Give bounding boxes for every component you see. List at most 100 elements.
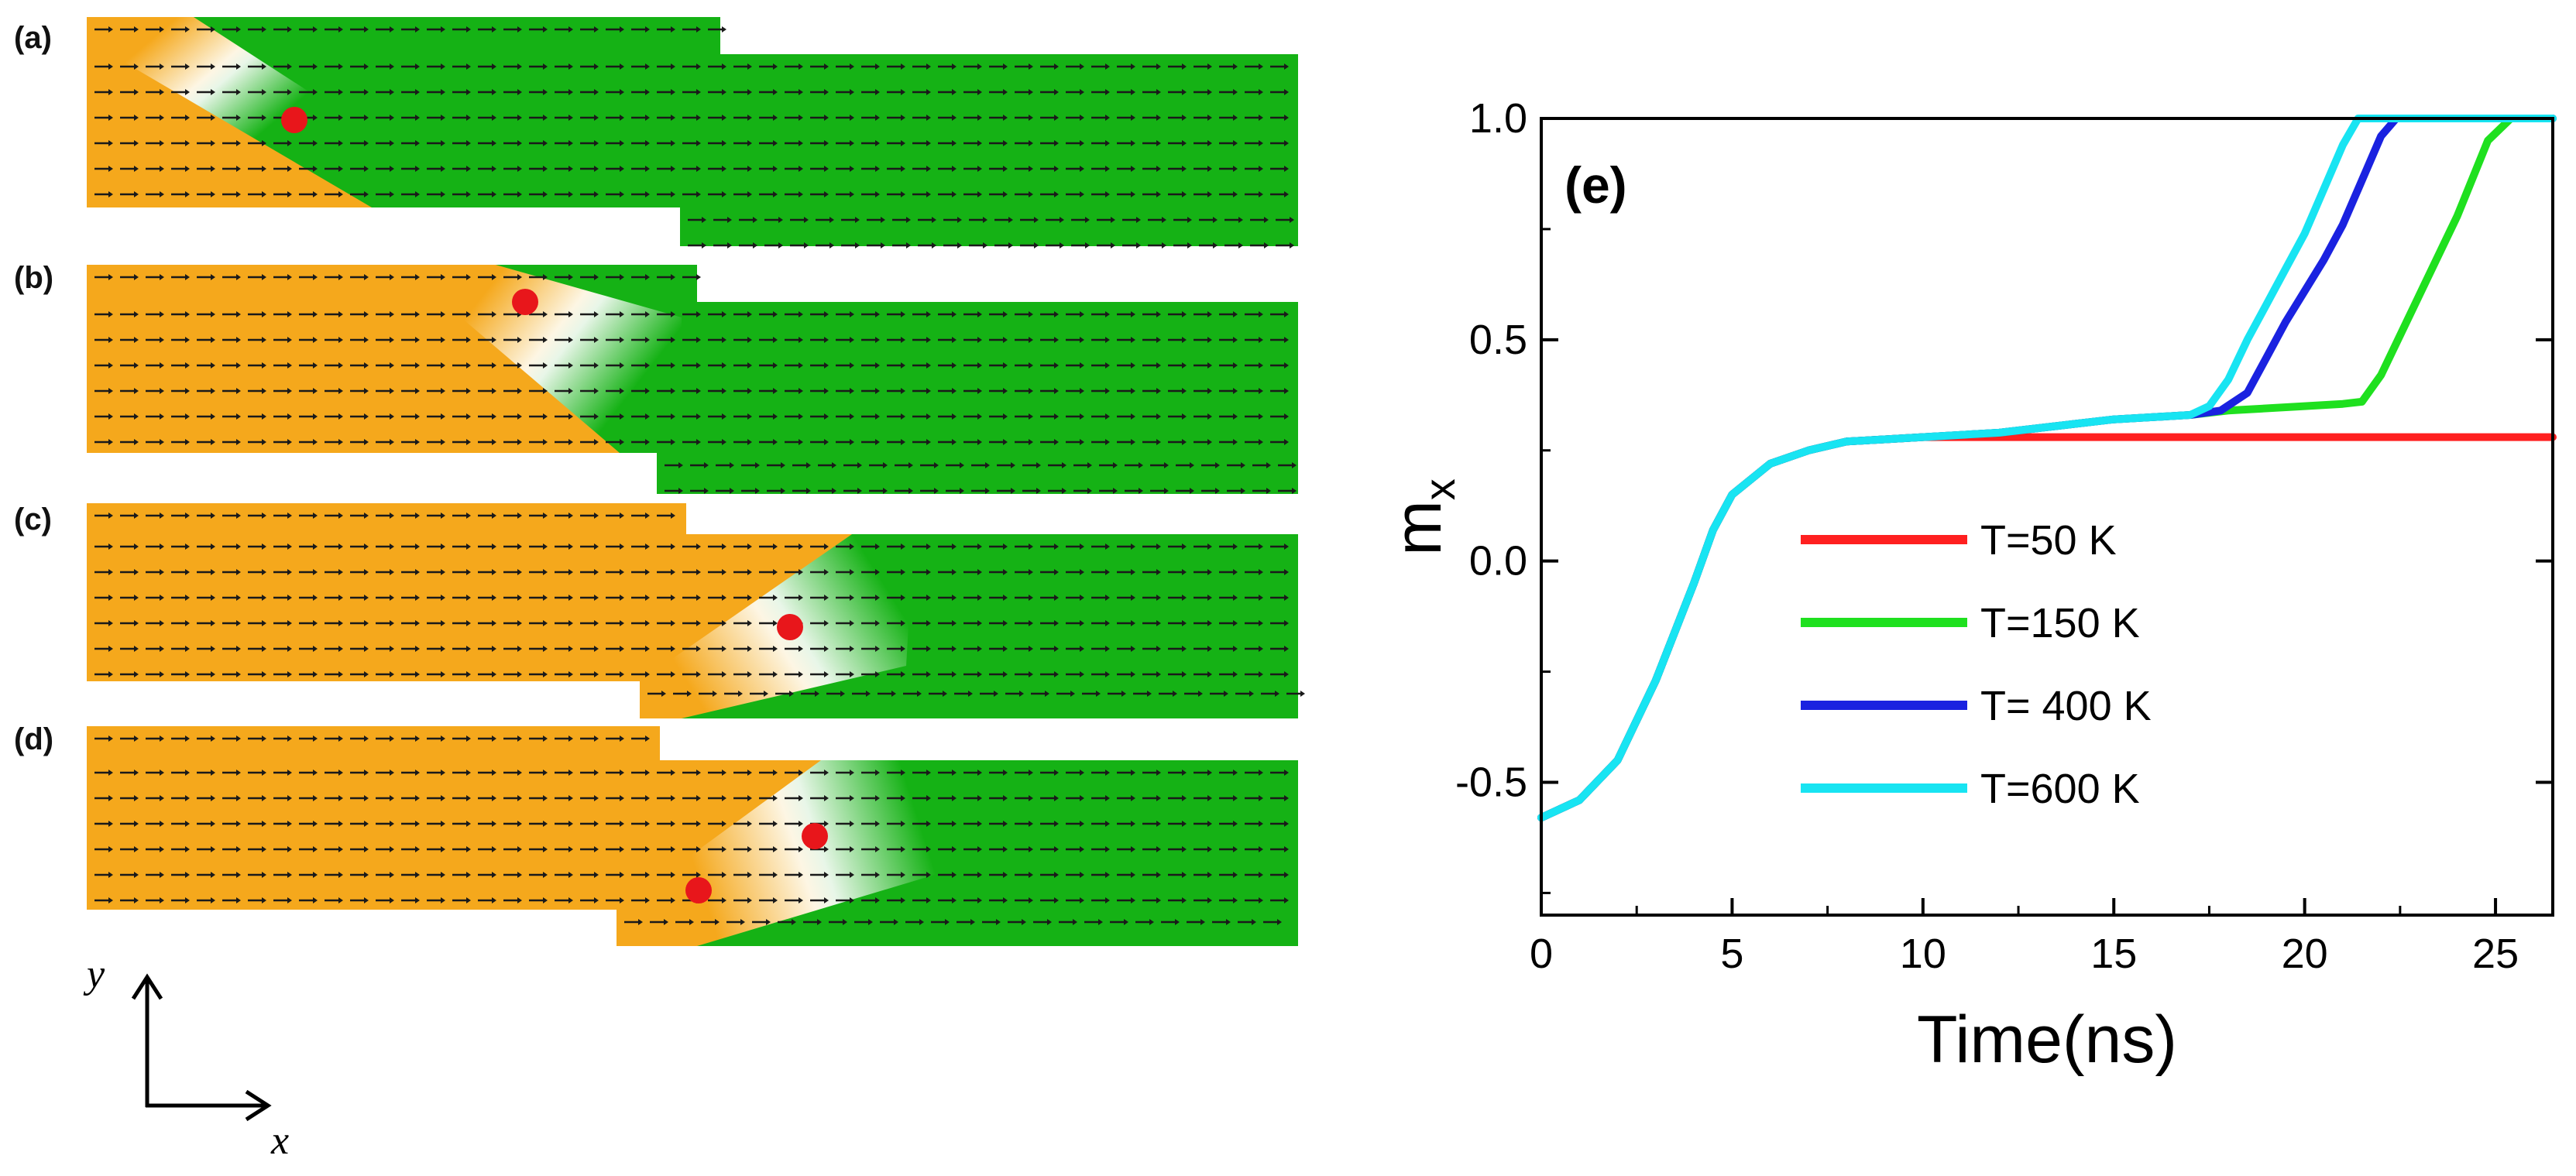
spin-arrow-head (977, 388, 982, 394)
spin-arrow-head (338, 821, 343, 827)
spin-arrow-head (1284, 63, 1289, 70)
spin-arrow-head (664, 919, 668, 925)
spin-arrow-head (160, 413, 164, 420)
spin-arrow-head (1300, 691, 1305, 697)
spin-arrow-head (1207, 671, 1212, 677)
spin-arrow-head (824, 362, 829, 369)
spin-arrow-head (1284, 191, 1289, 197)
spin-arrow-head (773, 646, 778, 652)
panel-b-label: (b) (14, 261, 53, 295)
skyrmion-marker (512, 289, 538, 315)
spin-arrow-head (287, 595, 292, 601)
spin-arrow-head (134, 872, 139, 878)
spin-arrow-head (262, 63, 266, 70)
spin-arrow-head (1215, 488, 1220, 494)
spin-arrow-head (1284, 821, 1289, 827)
spin-arrow-head (1085, 217, 1090, 223)
spin-arrow-head (415, 846, 420, 852)
spin-arrow-head (1207, 89, 1212, 95)
spin-arrow-head (262, 26, 266, 33)
spin-arrow-head (1029, 821, 1033, 827)
spin-arrow-head (1284, 362, 1289, 369)
spin-arrow-head (645, 595, 650, 601)
spin-arrow-head (1003, 311, 1008, 317)
spin-arrow-head (517, 595, 522, 601)
spin-arrow-head (1233, 872, 1238, 878)
spin-arrow-head (824, 439, 829, 445)
spin-arrow-head (799, 439, 803, 445)
spin-arrow-head (262, 770, 266, 776)
spin-arrow-head (1233, 337, 1238, 343)
spin-arrow-head (568, 274, 573, 280)
spin-arrow-head (364, 439, 369, 445)
spin-arrow-head (866, 691, 871, 697)
spin-arrow-head (1156, 770, 1161, 776)
spin-arrow-head (850, 595, 854, 601)
spin-arrow-head (492, 795, 496, 801)
spin-arrow-head (977, 671, 982, 677)
spin-arrow-head (850, 362, 854, 369)
spin-arrow-head (1156, 140, 1161, 146)
spin-arrow-head (645, 439, 650, 445)
spin-arrow-head (1136, 242, 1141, 249)
spin-arrow-head (338, 770, 343, 776)
spin-arrow-head (1259, 413, 1263, 420)
spin-arrow-head (466, 115, 471, 121)
spin-arrow-head (857, 488, 862, 494)
spin-arrow-head (594, 795, 599, 801)
spin-arrow-head (722, 166, 726, 172)
spin-arrow-head (1080, 846, 1084, 852)
spin-arrow-head (926, 413, 931, 420)
spin-arrow-head (185, 413, 190, 420)
spin-arrow-head (594, 513, 599, 519)
spin-arrow-head (773, 362, 778, 369)
spin-arrow-head (134, 89, 139, 95)
spin-arrow-head (881, 242, 885, 249)
spin-arrow-head (722, 191, 726, 197)
panel-a-green-region (163, 17, 1298, 246)
spin-arrow-head (773, 166, 778, 172)
spin-arrow-head (1019, 691, 1024, 697)
spin-arrow-head (594, 439, 599, 445)
spin-arrow-head (952, 89, 957, 95)
spin-arrow-head (713, 691, 717, 697)
spin-arrow-head (645, 274, 650, 280)
spin-arrow-head (824, 646, 829, 652)
spin-arrow-head (1054, 671, 1059, 677)
spin-arrow-head (160, 821, 164, 827)
spin-arrow-head (1207, 413, 1212, 420)
panel-c-orange-region (87, 503, 883, 681)
spin-arrow-head (932, 217, 936, 223)
spin-arrow-head (517, 140, 522, 146)
spin-arrow-head (952, 413, 957, 420)
spin-arrow-head (620, 166, 624, 172)
spin-arrow-head (1233, 140, 1238, 146)
spin-arrow-head (466, 413, 471, 420)
spin-arrow-head (1008, 242, 1013, 249)
spin-arrow-head (952, 770, 957, 776)
spin-arrow-head (364, 26, 369, 33)
spin-arrow-head (817, 919, 822, 925)
spin-arrow-head (1105, 770, 1110, 776)
spin-arrow-head (185, 735, 190, 742)
spin-arrow-head (926, 770, 931, 776)
spin-arrow-head (517, 274, 522, 280)
spin-arrow-head (901, 140, 905, 146)
spin-arrow-head (364, 897, 369, 903)
x-tick-label: 0 (1530, 931, 1553, 977)
spin-arrow-head (1029, 337, 1033, 343)
spin-arrow-head (1029, 671, 1033, 677)
spin-arrow-head (671, 191, 675, 197)
spin-arrow-head (968, 691, 973, 697)
spin-arrow-head (160, 191, 164, 197)
spin-arrow-head (492, 821, 496, 827)
spin-arrow-head (1105, 795, 1110, 801)
spin-arrow-head (262, 569, 266, 575)
spin-arrow-head (773, 846, 778, 852)
spin-arrow-head (1131, 846, 1135, 852)
spin-arrow-head (620, 735, 624, 742)
spin-arrow-head (1011, 462, 1015, 468)
spin-arrow-head (696, 846, 701, 852)
spin-arrow-head (594, 846, 599, 852)
spin-arrow-head (1233, 388, 1238, 394)
